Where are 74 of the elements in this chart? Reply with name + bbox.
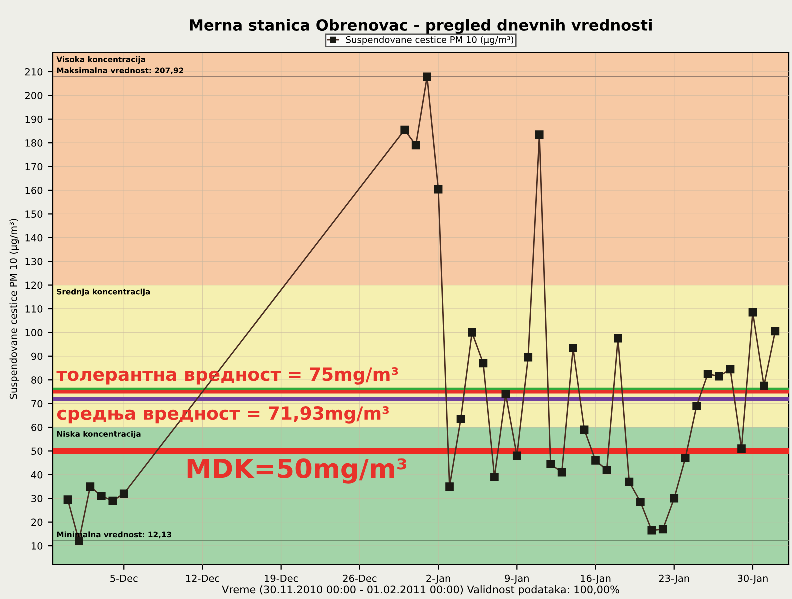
- x-tick-label: 26-Dec: [343, 574, 377, 582]
- y-tick-label: 70: [32, 400, 43, 408]
- point: [64, 496, 72, 504]
- point: [715, 372, 724, 381]
- x-tick-label: 23-Jan: [659, 574, 690, 584]
- point: [569, 344, 578, 352]
- y-tick-label: 30: [32, 495, 43, 502]
- point: [423, 72, 432, 82]
- point: [535, 130, 544, 139]
- x-tick-label: 30-Jan: [738, 574, 768, 584]
- point: [108, 496, 118, 506]
- x-tick-label: 2-Jan: [426, 574, 450, 584]
- point: [692, 402, 701, 410]
- y-tick-label: 210: [25, 68, 43, 76]
- point: [558, 468, 566, 477]
- y-tick-label: 40: [31, 471, 43, 479]
- point: [512, 452, 522, 460]
- y-tick-label: 80: [32, 376, 43, 384]
- y-tick-label: 120: [26, 282, 43, 290]
- point: [97, 492, 106, 500]
- point: [625, 478, 634, 486]
- y-tick-label: 160: [26, 186, 43, 194]
- point: [400, 126, 410, 134]
- point: [446, 482, 454, 491]
- point: [490, 473, 499, 482]
- y-tick-label: 150: [26, 210, 43, 218]
- y-tick-label: 200: [25, 92, 43, 100]
- point: [648, 526, 656, 535]
- point: [602, 466, 612, 474]
- point: [580, 426, 589, 434]
- point: [412, 141, 420, 150]
- point: [738, 444, 746, 454]
- point: [120, 490, 128, 498]
- chart-title: Merna stanica Obrenovac - pregled dnevnih vrednosti: [190, 19, 652, 34]
- y-tick-label: 50: [32, 448, 43, 456]
- point: [760, 382, 768, 390]
- point: [468, 328, 476, 337]
- y-tick-label: 60: [32, 424, 43, 432]
- point: [636, 498, 645, 506]
- point: [614, 334, 622, 343]
- y-tick-label: 140: [26, 234, 43, 242]
- y-tick-label: 190: [26, 116, 43, 124]
- y-tick-label: 180: [26, 140, 43, 147]
- point: [524, 353, 533, 362]
- y-axis-title: Suspendovane cestice PM 10 (μg/m³): [10, 219, 20, 400]
- x-tick-label: 19-Dec: [265, 574, 298, 582]
- x-tick-label: 12-Dec: [186, 574, 220, 582]
- point: [704, 370, 712, 378]
- point: [748, 308, 758, 317]
- y-tick-label: 100: [26, 329, 43, 337]
- x-tick-label: 5-Dec: [110, 575, 138, 582]
- x-tick-label: 9-Jan: [505, 574, 529, 584]
- y-tick-label: 10: [32, 542, 43, 550]
- point: [502, 390, 510, 398]
- point: [456, 415, 466, 424]
- point: [670, 494, 679, 503]
- ref-line-label: MDK=50mg/m³: [188, 458, 407, 484]
- point: [86, 482, 95, 491]
- y-tick-label: 20: [32, 518, 43, 526]
- point: [434, 185, 443, 194]
- point: [479, 359, 488, 368]
- point: [681, 454, 690, 462]
- y-tick-label: 130: [26, 258, 43, 266]
- point: [658, 525, 668, 534]
- y-tick-label: 90: [32, 352, 43, 360]
- x-tick-label: 16-Jan: [581, 574, 611, 584]
- y-tick-label: 110: [26, 305, 43, 313]
- y-tick-label: 170: [26, 163, 43, 171]
- point: [771, 327, 780, 336]
- x-axis-title: Vreme (30.11.2010 00:00 - 01.02.2011 00:00) Validnost podataka: 100,00%: [222, 586, 620, 596]
- point: [726, 365, 735, 374]
- point: [592, 456, 600, 465]
- legend-label: Suspendovane cestice PM 10 (μg/m³): [346, 36, 514, 46]
- point: [546, 460, 556, 468]
